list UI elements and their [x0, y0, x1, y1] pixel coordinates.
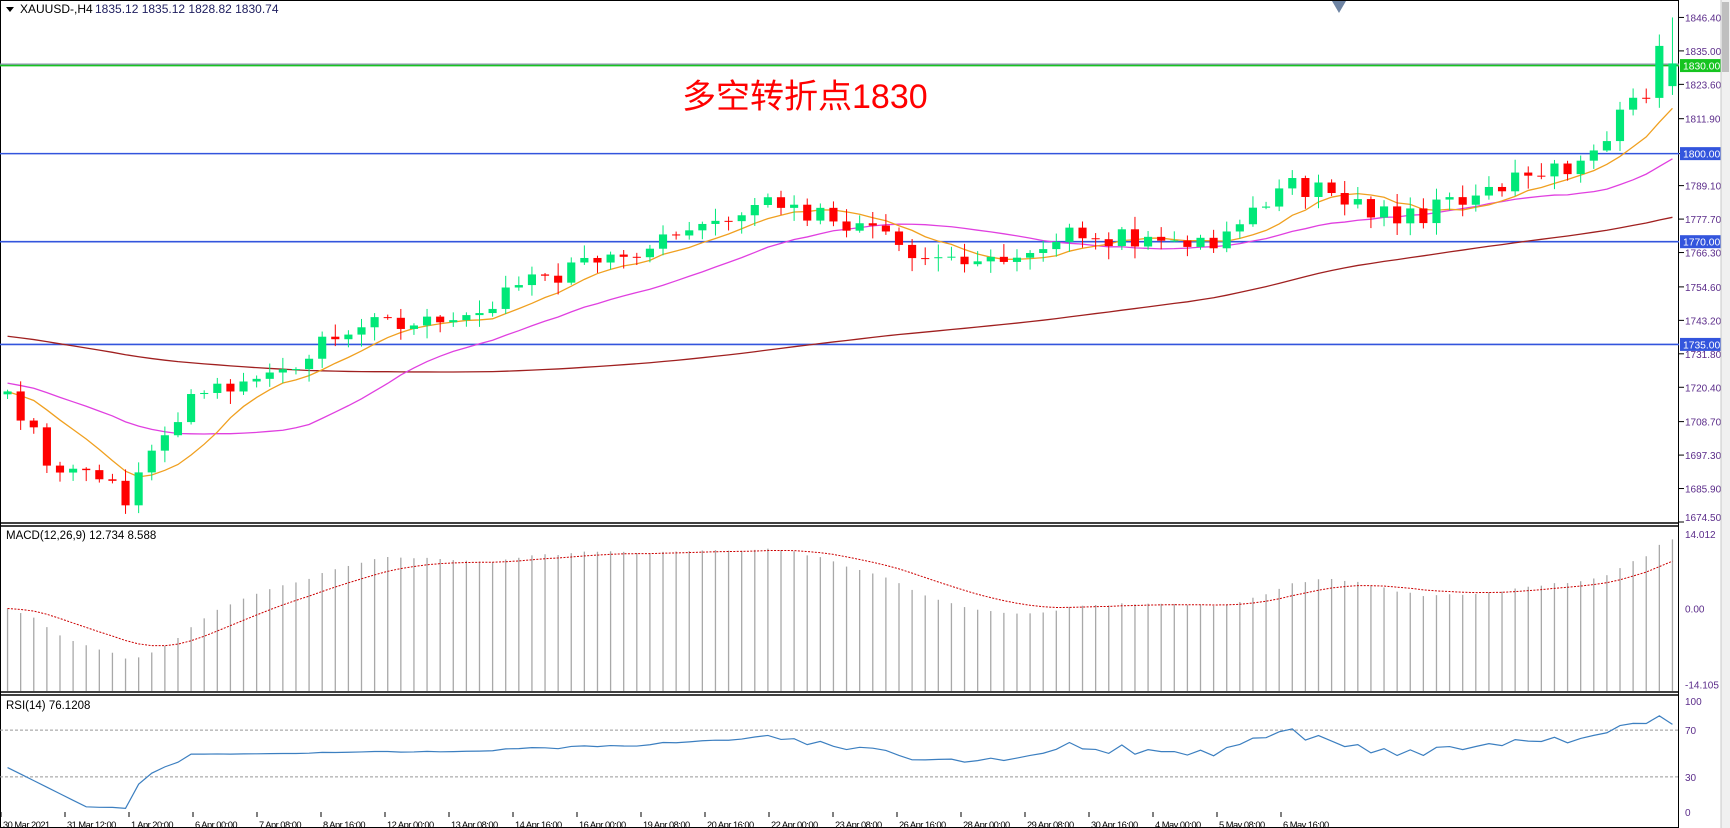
svg-text:1 Apr 20:00: 1 Apr 20:00	[131, 820, 173, 828]
svg-text:1835.00: 1835.00	[1685, 47, 1722, 58]
svg-text:0: 0	[1685, 808, 1691, 819]
svg-text:1731.80: 1731.80	[1685, 350, 1722, 361]
svg-text:12 Apr 00:00: 12 Apr 00:00	[387, 820, 434, 828]
svg-text:70: 70	[1685, 726, 1697, 737]
svg-text:1720.40: 1720.40	[1685, 383, 1722, 394]
svg-text:22 Apr 00:00: 22 Apr 00:00	[771, 820, 818, 828]
svg-text:1835.12 1835.12 1828.82 1830.7: 1835.12 1835.12 1828.82 1830.74	[95, 2, 279, 16]
svg-text:1754.60: 1754.60	[1685, 283, 1722, 294]
svg-text:20 Apr 16:00: 20 Apr 16:00	[707, 820, 754, 828]
svg-text:XAUUSD-,H4: XAUUSD-,H4	[20, 2, 93, 16]
svg-text:1685.90: 1685.90	[1685, 485, 1722, 496]
svg-text:30 Mar 2021: 30 Mar 2021	[3, 820, 50, 828]
svg-text:多空转折点1830: 多空转折点1830	[682, 78, 928, 116]
svg-text:1743.20: 1743.20	[1685, 316, 1722, 327]
svg-text:16 Apr 00:00: 16 Apr 00:00	[579, 820, 626, 828]
svg-text:1800.00: 1800.00	[1683, 150, 1720, 161]
svg-text:100: 100	[1685, 697, 1702, 708]
svg-text:1777.70: 1777.70	[1685, 215, 1722, 226]
svg-text:14 Apr 16:00: 14 Apr 16:00	[515, 820, 562, 828]
svg-text:6 May 16:00: 6 May 16:00	[1283, 820, 1329, 828]
svg-text:1823.60: 1823.60	[1685, 80, 1722, 91]
svg-text:1811.90: 1811.90	[1685, 115, 1721, 126]
svg-text:1735.00: 1735.00	[1683, 340, 1720, 351]
svg-text:28 Apr 00:00: 28 Apr 00:00	[963, 820, 1010, 828]
svg-text:14.012: 14.012	[1685, 530, 1716, 541]
svg-text:MACD(12,26,9) 12.734 8.588: MACD(12,26,9) 12.734 8.588	[6, 530, 156, 542]
svg-text:7 Apr 08:00: 7 Apr 08:00	[259, 820, 301, 828]
svg-text:30 Apr 16:00: 30 Apr 16:00	[1091, 820, 1138, 828]
svg-text:19 Apr 08:00: 19 Apr 08:00	[643, 820, 690, 828]
svg-text:26 Apr 16:00: 26 Apr 16:00	[899, 820, 946, 828]
svg-text:8 Apr 16:00: 8 Apr 16:00	[323, 820, 365, 828]
svg-text:13 Apr 08:00: 13 Apr 08:00	[451, 820, 498, 828]
svg-text:1789.10: 1789.10	[1685, 182, 1722, 193]
svg-text:1770.00: 1770.00	[1683, 238, 1720, 249]
svg-text:1846.40: 1846.40	[1685, 13, 1722, 24]
svg-text:5 May 08:00: 5 May 08:00	[1219, 820, 1265, 828]
svg-text:31 Mar 12:00: 31 Mar 12:00	[67, 820, 116, 828]
svg-text:6 Apr 00:00: 6 Apr 00:00	[195, 820, 237, 828]
svg-text:1674.50: 1674.50	[1685, 513, 1722, 524]
svg-text:30: 30	[1685, 773, 1697, 784]
svg-text:29 Apr 08:00: 29 Apr 08:00	[1027, 820, 1074, 828]
svg-text:1708.70: 1708.70	[1685, 418, 1722, 429]
svg-text:23 Apr 08:00: 23 Apr 08:00	[835, 820, 882, 828]
svg-text:1766.30: 1766.30	[1685, 249, 1722, 260]
svg-text:4 May 00:00: 4 May 00:00	[1155, 820, 1201, 828]
svg-text:-14.105: -14.105	[1685, 681, 1719, 692]
svg-text:1830.00: 1830.00	[1683, 62, 1720, 73]
svg-text:1697.30: 1697.30	[1685, 451, 1722, 462]
svg-text:RSI(14) 76.1208: RSI(14) 76.1208	[6, 700, 90, 712]
svg-text:0.00: 0.00	[1685, 605, 1705, 616]
